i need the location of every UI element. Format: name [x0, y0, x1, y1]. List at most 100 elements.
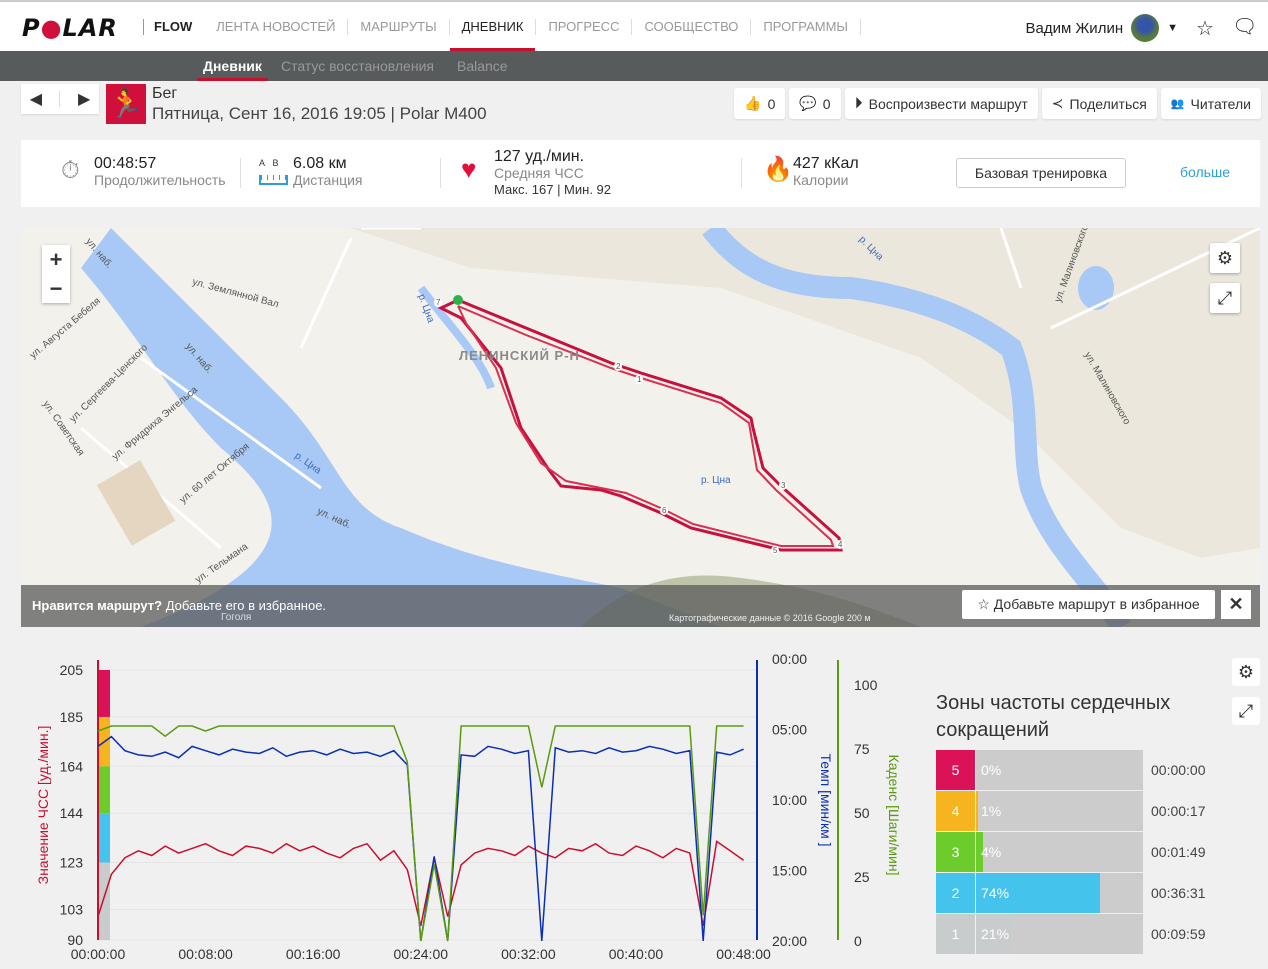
- route-map[interactable]: ул. Землянной Вал ул. Августа Бебеля ул.…: [21, 228, 1260, 627]
- session-actions: 👍 0 💬 0 ⏵ Воспроизвести маршрут ≺ Поделиться…: [734, 88, 1261, 119]
- more-link[interactable]: больше: [1180, 164, 1230, 180]
- chart-settings-gear-icon[interactable]: ⚙: [1232, 658, 1260, 686]
- map-label: р. Цна: [701, 475, 731, 486]
- km-marker[interactable]: 4: [836, 540, 845, 549]
- zone-time: 00:09:59: [1151, 926, 1206, 942]
- like-button[interactable]: 👍 0: [734, 88, 786, 119]
- pace-tick-label: 10:00: [772, 792, 807, 808]
- add-favorite-route-button[interactable]: ☆ Добавьте маршрут в избранное: [962, 590, 1215, 619]
- zone-bar: 1%: [976, 791, 1143, 831]
- star-icon: ☆: [977, 596, 994, 612]
- zone-bar: 4%: [976, 832, 1143, 872]
- hr-series-line: [97, 840, 745, 927]
- comment-button[interactable]: 💬 0: [789, 88, 841, 119]
- hr-zone-row: 3 4% 00:01:49: [936, 832, 1266, 872]
- hr-zone-band: [98, 766, 110, 814]
- hr-tick-label: 185: [60, 709, 84, 725]
- chart-fullscreen-icon[interactable]: ⤢: [1232, 697, 1260, 725]
- hr-zones-title: Зоны частоты сердечных сокращений: [936, 692, 1171, 741]
- zone-bar: 21%: [976, 914, 1143, 954]
- nav-routes[interactable]: МАРШРУТЫ: [360, 19, 437, 34]
- nav-flow[interactable]: FLOW: [143, 18, 204, 35]
- x-tick-label: 00:16:00: [286, 946, 341, 962]
- comment-icon: 💬: [799, 95, 817, 111]
- zoom-out-button[interactable]: −: [49, 276, 63, 301]
- user-menu[interactable]: Вадим Жилин ▼: [1026, 14, 1178, 42]
- x-tick-label: 00:24:00: [394, 946, 449, 962]
- top-navigation: P●LAR FLOW ЛЕНТА НОВОСТЕЙ МАРШРУТЫ ДНЕВН…: [0, 0, 1268, 51]
- close-banner-button[interactable]: ✕: [1221, 590, 1251, 619]
- km-marker[interactable]: 6: [660, 506, 669, 515]
- x-tick-label: 00:40:00: [609, 946, 664, 962]
- favorite-route-banner: Нравится маршрут? Добавьте его в избранн…: [21, 585, 1260, 627]
- followers-button[interactable]: 👥 Читатели: [1160, 88, 1261, 119]
- subnav-diary[interactable]: Дневник: [197, 51, 268, 81]
- heart-rate-stat: ♥ 127 уд./мин. Средняя ЧСС Макс. 167 | Мин…: [461, 148, 611, 215]
- nav-feed[interactable]: ЛЕНТА НОВОСТЕЙ: [216, 19, 336, 34]
- heart-icon: ♥: [461, 154, 477, 184]
- sport-name: Бег: [152, 85, 178, 102]
- session-navigation: ◀ ▶: [21, 84, 99, 114]
- subnav-balance[interactable]: Balance: [457, 58, 508, 74]
- hr-tick-label: 205: [60, 662, 84, 678]
- district-label: ЛЕНИНСКИЙ Р-Н: [459, 348, 580, 363]
- share-label: Поделиться: [1069, 95, 1147, 112]
- cadence-tick-label: 0: [854, 933, 862, 949]
- cadence-tick-label: 100: [854, 677, 878, 693]
- map-settings-gear-icon[interactable]: ⚙: [1210, 243, 1240, 273]
- stopwatch-icon: ⏱: [61, 157, 80, 184]
- x-tick-label: 00:08:00: [178, 946, 233, 962]
- subnav-recovery[interactable]: Статус восстановления: [281, 58, 434, 74]
- km-marker[interactable]: 2: [614, 362, 623, 371]
- nav-programs[interactable]: ПРОГРАММЫ: [763, 19, 848, 34]
- calories-label: Калории: [793, 172, 849, 188]
- zone-time: 00:36:31: [1151, 885, 1206, 901]
- training-benefit-button[interactable]: Базовая тренировка: [956, 158, 1126, 188]
- polar-logo[interactable]: P●LAR: [22, 14, 118, 42]
- distance-stat: A B 6.08 км Дистанция: [259, 155, 363, 222]
- session-chart[interactable]: 90 103 123 144 164 185 205 00:00:00 00:08:00 00:1…: [21, 650, 911, 964]
- km-marker[interactable]: 1: [635, 375, 644, 384]
- like-count: 0: [767, 95, 776, 112]
- banner-question: Нравится маршрут?: [32, 598, 163, 613]
- star-icon[interactable]: ☆: [1196, 18, 1214, 40]
- session-datetime: Пятница, Сент 16, 2016 19:05 | Polar M40…: [152, 104, 487, 123]
- hr-zone-row: 2 74% 00:36:31: [936, 873, 1266, 913]
- hr-zone-row: 4 1% 00:00:17: [936, 791, 1266, 831]
- zone-percent: 4%: [981, 844, 1002, 860]
- hr-avg-value: 127 уд./мин.: [494, 148, 585, 165]
- replay-route-button[interactable]: ⏵ Воспроизвести маршрут: [844, 88, 1038, 119]
- nav-diary[interactable]: ДНЕВНИК: [449, 2, 536, 51]
- km-marker[interactable]: 7: [434, 298, 443, 307]
- nav-community[interactable]: СООБЩЕСТВО: [644, 19, 739, 34]
- map-fullscreen-icon[interactable]: ⤢: [1210, 283, 1240, 313]
- duration-label: Продолжительность: [94, 172, 226, 188]
- zone-bar-fill: [976, 914, 1012, 954]
- hr-zone-row: 1 21% 00:09:59: [936, 914, 1266, 954]
- zone-number: 3: [936, 832, 975, 872]
- km-marker[interactable]: 5: [771, 546, 780, 555]
- cadence-series-line: [97, 725, 744, 942]
- zone-number: 1: [936, 914, 975, 954]
- zone-percent: 1%: [981, 803, 1002, 819]
- next-arrow-icon[interactable]: ▶: [77, 91, 91, 108]
- distance-label: Дистанция: [293, 172, 363, 188]
- banner-text: Добавьте его в избранное.: [162, 598, 327, 613]
- messages-icon[interactable]: 🗨: [1232, 16, 1258, 38]
- zone-number: 5: [936, 750, 975, 790]
- km-marker[interactable]: 3: [779, 481, 788, 490]
- nav-progress[interactable]: ПРОГРЕСС: [548, 19, 620, 34]
- divider: [59, 91, 61, 107]
- zone-bar-fill: [976, 791, 978, 831]
- zoom-in-button[interactable]: +: [49, 247, 63, 272]
- session-summary: ⏱ 00:48:57 Продолжительность A B 6.08 км Д…: [21, 140, 1260, 207]
- hr-avg-label: Средняя ЧСС: [494, 165, 584, 181]
- prev-arrow-icon[interactable]: ◀: [29, 91, 43, 108]
- zone-percent: 74%: [981, 885, 1010, 901]
- share-button[interactable]: ≺ Поделиться: [1041, 88, 1157, 119]
- hr-zone-band: [98, 670, 110, 717]
- zone-time: 00:00:00: [1151, 762, 1206, 778]
- followers-label: Читатели: [1190, 95, 1251, 112]
- zone-number: 2: [936, 873, 975, 913]
- hr-zones-panel: Зоны частоты сердечных сокращений 5 0% 00:…: [936, 690, 1206, 954]
